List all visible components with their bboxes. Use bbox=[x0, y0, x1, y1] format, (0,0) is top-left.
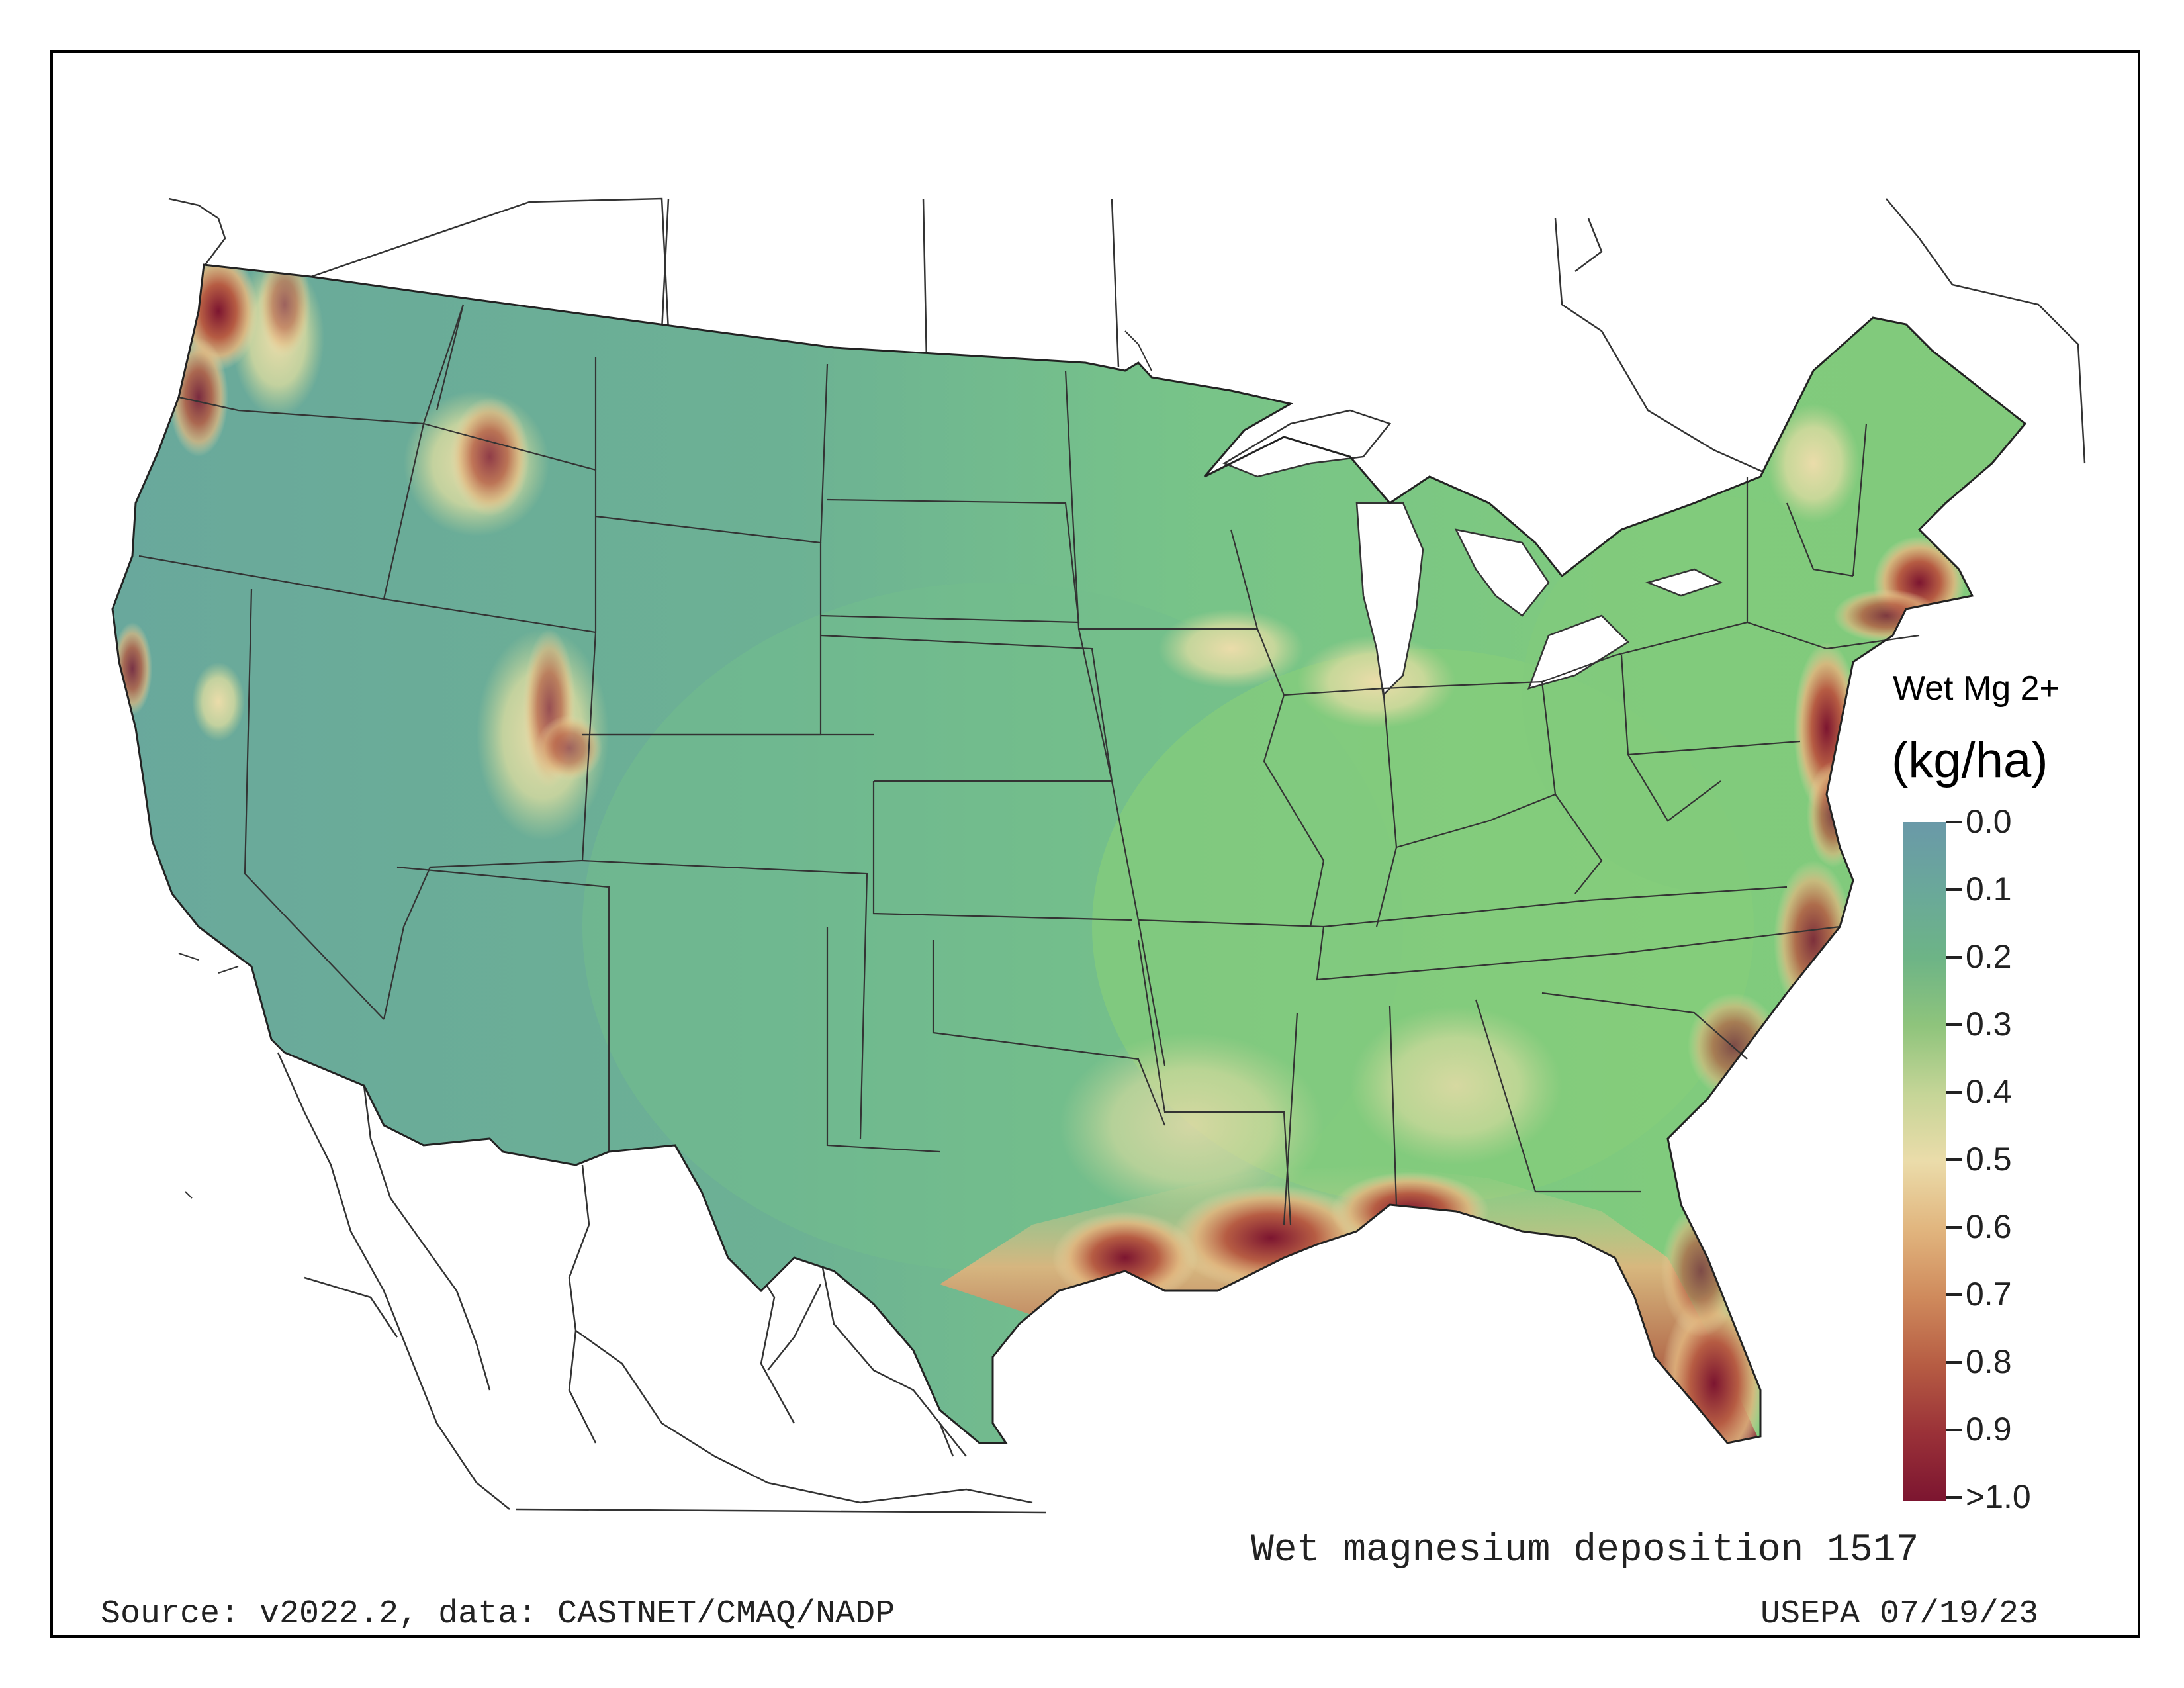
legend-tick-mark bbox=[1946, 888, 1962, 891]
legend-tick-mark bbox=[1946, 1158, 1962, 1161]
legend-tick-mark bbox=[1946, 956, 1962, 959]
credit-text: USEPA 07/19/23 bbox=[1760, 1595, 2039, 1633]
legend-tick-mark bbox=[1946, 821, 1962, 823]
legend-title: Wet Mg 2+ bbox=[1893, 669, 2060, 708]
legend-tick-label: 0.7 bbox=[1966, 1276, 2012, 1313]
map-title: Wet magnesium deposition 1517 bbox=[1251, 1529, 1919, 1572]
legend-tick-label: 0.4 bbox=[1966, 1073, 2012, 1110]
legend-tick-label: 0.0 bbox=[1966, 803, 2012, 840]
legend-tick-mark bbox=[1946, 1496, 1962, 1499]
legend-tick-label: 0.5 bbox=[1966, 1141, 2012, 1178]
legend-units: (kg/ha) bbox=[1891, 732, 2048, 788]
legend-tick-label: 0.3 bbox=[1966, 1006, 2012, 1043]
legend-tick-label: 0.8 bbox=[1966, 1343, 2012, 1380]
deposition-surface bbox=[113, 265, 2025, 1443]
legend-tick-mark bbox=[1946, 1091, 1962, 1094]
legend-tick-label: 0.9 bbox=[1966, 1411, 2012, 1448]
legend-tick-label: >1.0 bbox=[1966, 1478, 2031, 1515]
source-text: Source: v2022.2, data: CASTNET/CMAQ/NADP bbox=[101, 1595, 895, 1633]
legend-tick-mark bbox=[1946, 1293, 1962, 1296]
legend-tick-mark bbox=[1946, 1226, 1962, 1229]
legend-tick-label: 0.2 bbox=[1966, 938, 2012, 975]
state-boundaries bbox=[138, 304, 1920, 1225]
coastline-details bbox=[178, 330, 1152, 1199]
legend-colorbar bbox=[1903, 822, 1946, 1501]
map-frame bbox=[50, 50, 2140, 1638]
legend-tick-mark bbox=[1946, 1023, 1962, 1026]
legend-tick-label: 0.6 bbox=[1966, 1208, 2012, 1245]
legend-tick-mark bbox=[1946, 1429, 1962, 1431]
legend-tick-label: 0.1 bbox=[1966, 870, 2012, 908]
legend-tick-mark bbox=[1946, 1361, 1962, 1364]
